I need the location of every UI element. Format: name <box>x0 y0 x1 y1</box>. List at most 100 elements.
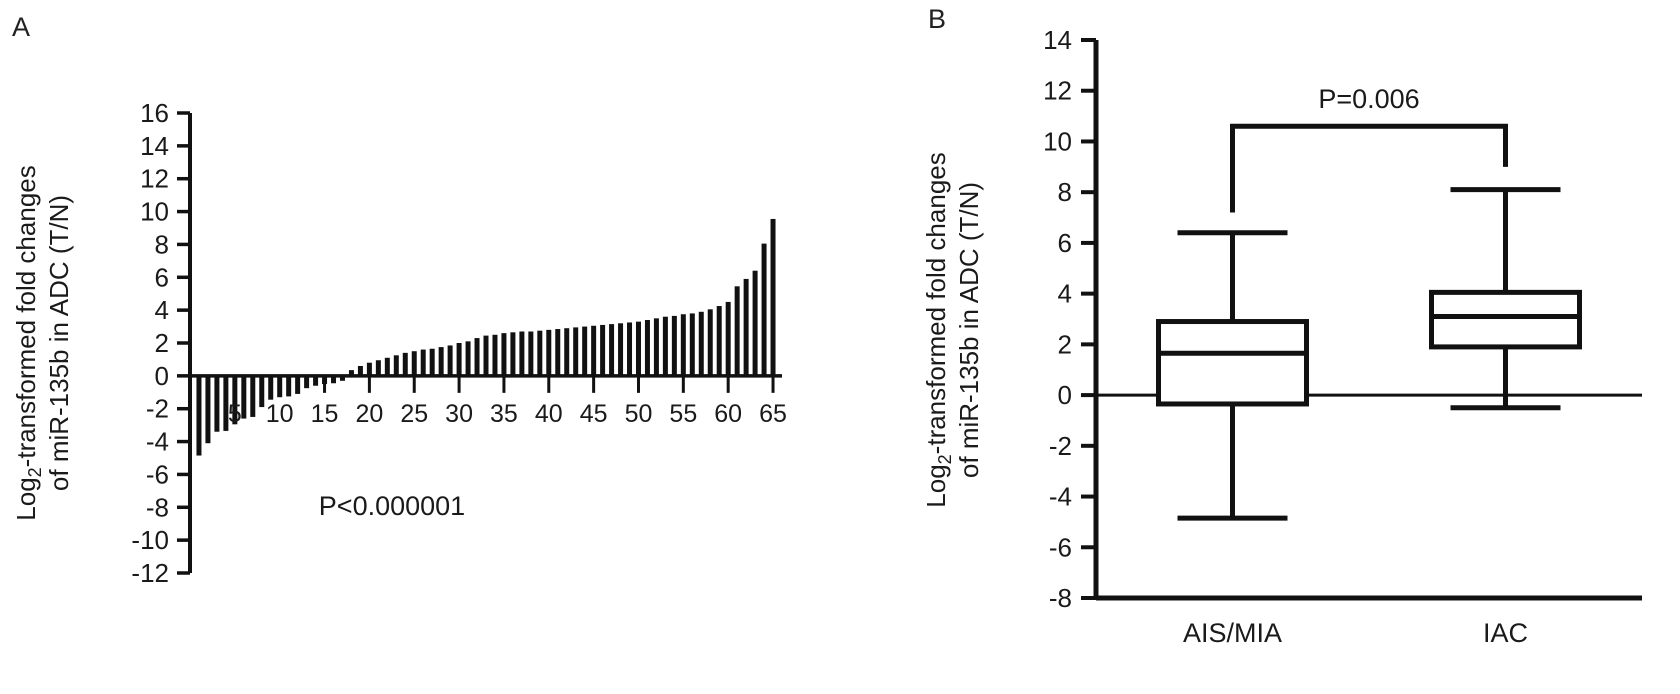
bar-sample-19 <box>357 366 363 376</box>
bar-sample-49 <box>627 322 633 376</box>
bar-sample-44 <box>582 326 588 376</box>
bar-sample-53 <box>662 316 668 376</box>
panel-a-x-tick-label-45: 45 <box>580 400 608 428</box>
panel-a-y-tick-label-8: 8 <box>155 229 169 259</box>
panel-a-y-tick-label-16: 16 <box>140 98 169 128</box>
panel-b-y-tick-label-14: 14 <box>1043 25 1072 55</box>
bar-sample-29 <box>447 345 453 376</box>
panel-b-letter: B <box>928 4 947 34</box>
bar-sample-51 <box>644 320 650 376</box>
bracket-path <box>1230 123 1508 213</box>
panel-a-x-tick-label-30: 30 <box>445 400 473 428</box>
panel-b-y-tick-label--4: -4 <box>1049 482 1072 512</box>
bar-sample-28 <box>438 347 444 376</box>
bar-sample-60 <box>725 301 731 376</box>
panel-b-y-tick-label-2: 2 <box>1058 329 1072 359</box>
panel-a-letter: A <box>12 12 31 42</box>
bar-sample-63 <box>752 270 758 376</box>
bar-sample-39 <box>537 330 543 376</box>
bar-sample-9 <box>268 375 274 400</box>
bar-sample-27 <box>429 348 435 376</box>
y-axis-title-line1: Log2-transformed fold changes <box>921 152 955 507</box>
panel-a-x-tick-label-25: 25 <box>400 400 428 428</box>
bar-sample-22 <box>384 357 390 376</box>
panel-a-y-tick-label-0: 0 <box>155 361 169 391</box>
bar-sample-47 <box>609 324 615 376</box>
bar-sample-54 <box>671 315 677 376</box>
bar-sample-55 <box>680 314 686 376</box>
bar-sample-13 <box>304 375 310 389</box>
panel-a-x-tick-label-65: 65 <box>759 400 787 428</box>
bar-sample-6 <box>241 375 247 419</box>
bar-sample-5 <box>232 375 238 425</box>
panel-a-chart: Log2-transformed fold changes of miR-135b… <box>11 98 787 588</box>
panel-a-x-tick-labels: 5 10 15 20 25 30 35 40 45 50 55 60 65 <box>228 400 787 428</box>
panel-a-y-tick-label-14: 14 <box>140 131 169 161</box>
y-axis-title-line2: of miR-135b in ADC (T/N) <box>954 182 984 478</box>
bar-sample-48 <box>618 323 624 376</box>
panel-b-y-tick-label-6: 6 <box>1058 228 1072 258</box>
panel-a-y-tick-label-12: 12 <box>140 164 169 194</box>
bar-sample-8 <box>259 375 265 408</box>
panel-a-y-tick-label--8: -8 <box>146 492 169 522</box>
panel-a-bars <box>196 218 776 456</box>
panel-a-x-tick-label-15: 15 <box>311 400 339 428</box>
panel-b-svg: Log2-transformed fold changes of miR-135b… <box>921 25 1642 648</box>
panel-a-y-tick-label-10: 10 <box>140 197 169 227</box>
panel-b-y-tick-label-0: 0 <box>1058 380 1072 410</box>
y-axis-title-line2: of miR-135b in ADC (T/N) <box>44 195 74 491</box>
bar-sample-31 <box>465 341 471 376</box>
panel-b-y-tick-label--6: -6 <box>1049 532 1072 562</box>
bar-sample-40 <box>546 329 552 376</box>
panel-b-y-tick-label-8: 8 <box>1058 177 1072 207</box>
panel-b-y-axis-title: Log2-transformed fold changes of miR-135b… <box>921 152 984 507</box>
panel-a-svg: Log2-transformed fold changes of miR-135b… <box>11 98 787 588</box>
bar-sample-32 <box>474 338 480 376</box>
bar-sample-4 <box>223 375 229 431</box>
bar-sample-65 <box>770 218 776 376</box>
bar-sample-41 <box>555 329 561 376</box>
panel-a-y-tick-label--2: -2 <box>146 394 169 424</box>
bar-sample-21 <box>375 360 381 376</box>
panel-b-category-label-0: AIS/MIA <box>1183 618 1282 648</box>
panel-a-axes <box>177 111 782 575</box>
panel-b-y-tick-label-4: 4 <box>1058 279 1072 309</box>
bar-sample-18 <box>348 370 354 376</box>
panel-a-y-tick-label--10: -10 <box>131 525 169 555</box>
bar-sample-38 <box>528 331 534 376</box>
bar-sample-58 <box>707 309 713 376</box>
bar-sample-61 <box>734 286 740 376</box>
bar-sample-42 <box>564 328 570 376</box>
bar-sample-62 <box>743 278 749 376</box>
bar-sample-12 <box>295 375 301 394</box>
bar-sample-16 <box>331 375 337 384</box>
bar-sample-14 <box>313 375 319 386</box>
bar-sample-50 <box>635 321 641 376</box>
box-iqr <box>1429 289 1582 350</box>
bar-sample-57 <box>698 311 704 376</box>
boxplot-ais-mia <box>1156 230 1309 521</box>
bar-sample-20 <box>366 362 372 376</box>
panel-a-y-tick-label-2: 2 <box>155 328 169 358</box>
bar-sample-30 <box>456 343 462 376</box>
bar-sample-25 <box>411 351 417 376</box>
bar-sample-1 <box>196 375 202 456</box>
panel-a-y-tick-label-4: 4 <box>155 295 169 325</box>
panel-a-x-tick-label-60: 60 <box>714 400 742 428</box>
panel-a-y-axis-title: Log2-transformed fold changes of miR-135b… <box>11 165 74 520</box>
panel-b-y-tick-label-10: 10 <box>1043 126 1072 156</box>
panel-b-boxes <box>1156 187 1582 521</box>
bar-sample-37 <box>519 331 525 376</box>
panel-a-y-tick-label--4: -4 <box>146 427 169 457</box>
panel-a-x-tick-label-55: 55 <box>669 400 697 428</box>
bar-sample-2 <box>205 375 211 444</box>
bar-sample-3 <box>214 375 220 432</box>
bar-sample-26 <box>420 349 426 376</box>
panel-a-y-tick-label--6: -6 <box>146 459 169 489</box>
bar-sample-52 <box>653 318 659 376</box>
panel-a-pvalue-annotation: P<0.000001 <box>319 491 465 521</box>
panel-a-x-tick-label-35: 35 <box>490 400 518 428</box>
panel-a-x-tick-label-20: 20 <box>355 400 383 428</box>
